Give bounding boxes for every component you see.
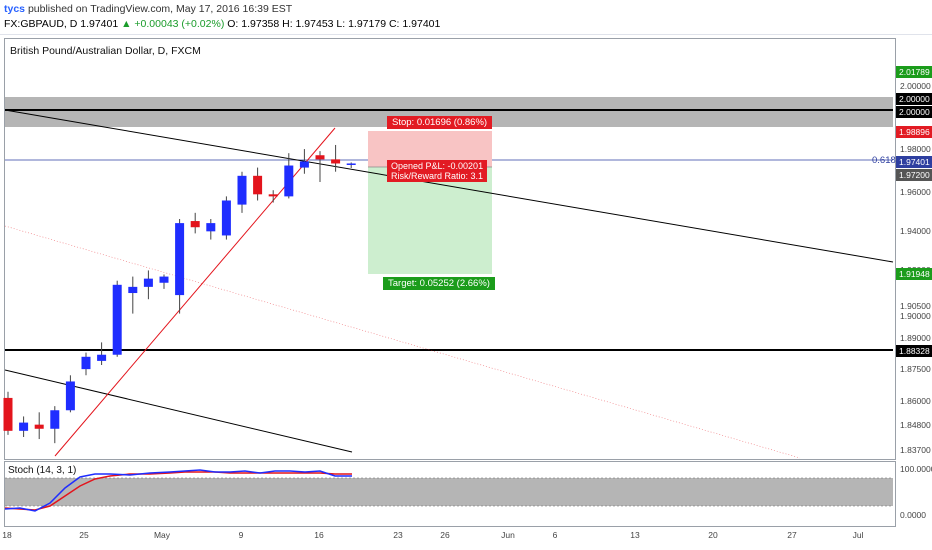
price-box-level: 2.00000 xyxy=(896,106,932,118)
stoch-tick: 100.0000 xyxy=(900,464,932,474)
downtrend-line-upper xyxy=(4,109,894,263)
time-tick: 6 xyxy=(552,530,558,540)
time-tick: 13 xyxy=(630,530,640,540)
target-label[interactable]: Target: 0.05252 (2.66%) xyxy=(383,277,495,290)
target-zone xyxy=(368,167,492,274)
price-box-support: 1.88328 xyxy=(896,345,932,357)
time-tick: 9 xyxy=(238,530,244,540)
candle-body[interactable] xyxy=(284,165,294,197)
time-tick: 20 xyxy=(708,530,718,540)
time-tick: 26 xyxy=(440,530,450,540)
chart-title: British Pound/Australian Dollar, D, FXCM xyxy=(10,45,201,57)
candle-body[interactable] xyxy=(128,286,138,294)
price-tick: 1.83700 xyxy=(900,445,931,455)
price-box-entry: 1.97200 xyxy=(896,169,932,181)
stoch-k-line xyxy=(4,469,352,512)
candle-body[interactable] xyxy=(159,276,169,283)
downtrend-line-lower xyxy=(4,369,353,453)
time-tick: 25 xyxy=(79,530,89,540)
stoch-band xyxy=(5,478,893,506)
candle-body[interactable] xyxy=(112,284,122,355)
candle-body[interactable] xyxy=(253,175,263,195)
price-box-target: 1.91948 xyxy=(896,268,932,280)
candle-body[interactable] xyxy=(315,155,325,160)
candle-body[interactable] xyxy=(346,163,356,165)
pnl-label[interactable]: Opened P&L: -0.00201 Risk/Reward Ratio: … xyxy=(387,160,488,182)
pnl-text: Opened P&L: -0.00201 xyxy=(391,161,484,171)
header-bar: tycs published on TradingView.com, May 1… xyxy=(0,0,932,35)
price-tick: 1.98000 xyxy=(900,144,931,154)
candle-body[interactable] xyxy=(65,381,75,411)
price-tick: 1.90000 xyxy=(900,311,931,321)
candle-body[interactable] xyxy=(206,223,216,232)
price-tick: 1.89000 xyxy=(900,333,931,343)
stoch-tick: 0.0000 xyxy=(900,510,926,520)
price-tick: 2.00000 xyxy=(900,81,931,91)
time-tick: Jun xyxy=(501,530,515,540)
symbol-price: FX:GBPAUD, D 1.97401 xyxy=(4,18,119,30)
candle-body[interactable] xyxy=(190,221,200,228)
candle-body[interactable] xyxy=(97,354,107,361)
time-tick: Jul xyxy=(852,530,864,540)
price-change: ▲ +0.00043 (+0.02%) xyxy=(121,18,225,30)
time-tick: 16 xyxy=(314,530,324,540)
price-box-stop: 1.98896 xyxy=(896,126,932,138)
time-tick: 18 xyxy=(2,530,12,540)
candle-body[interactable] xyxy=(3,397,13,431)
candle-body[interactable] xyxy=(19,422,29,431)
stop-label[interactable]: Stop: 0.01696 (0.86%) xyxy=(387,116,493,129)
candle-body[interactable] xyxy=(143,278,153,287)
candle-body[interactable] xyxy=(221,200,231,236)
rr-text: Risk/Reward Ratio: 3.1 xyxy=(391,171,484,181)
candle-body[interactable] xyxy=(299,161,309,168)
price-tick: 1.94000 xyxy=(900,226,931,236)
publish-text: published on TradingView.com, May 17, 20… xyxy=(27,3,293,15)
price-tick: 1.84800 xyxy=(900,420,931,430)
symbol-info: FX:GBPAUD, D 1.97401 ▲ +0.00043 (+0.02%)… xyxy=(4,18,440,30)
publish-info: tycs published on TradingView.com, May 1… xyxy=(4,3,292,15)
price-box-last: 1.97401 xyxy=(896,156,932,168)
time-tick: May xyxy=(153,530,171,540)
price-box-level: 2.00000 xyxy=(896,93,932,105)
candle-body[interactable] xyxy=(331,159,341,164)
ohlc-values: O: 1.97358 H: 1.97453 L: 1.97179 C: 1.97… xyxy=(227,18,441,30)
time-tick: 27 xyxy=(787,530,797,540)
price-tick: 1.96000 xyxy=(900,187,931,197)
channel-line-dotted xyxy=(4,225,801,459)
candle-body[interactable] xyxy=(81,356,91,370)
candles-group xyxy=(3,144,356,444)
candle-body[interactable] xyxy=(268,194,278,197)
price-box-high: 2.01789 xyxy=(896,66,932,78)
price-tick: 1.86000 xyxy=(900,396,931,406)
candle-body[interactable] xyxy=(237,175,247,205)
candle-body[interactable] xyxy=(50,410,60,429)
candle-body[interactable] xyxy=(175,223,185,296)
stoch-title[interactable]: Stoch (14, 3, 1) xyxy=(8,465,77,476)
author-link[interactable]: tycs xyxy=(4,3,26,15)
price-tick: 1.87500 xyxy=(900,364,931,374)
fib-label: 0.618 xyxy=(872,155,896,166)
price-tick: 1.90500 xyxy=(900,301,931,311)
candle-body[interactable] xyxy=(34,424,44,429)
stoch-d-line xyxy=(4,471,352,511)
time-tick: 23 xyxy=(393,530,403,540)
